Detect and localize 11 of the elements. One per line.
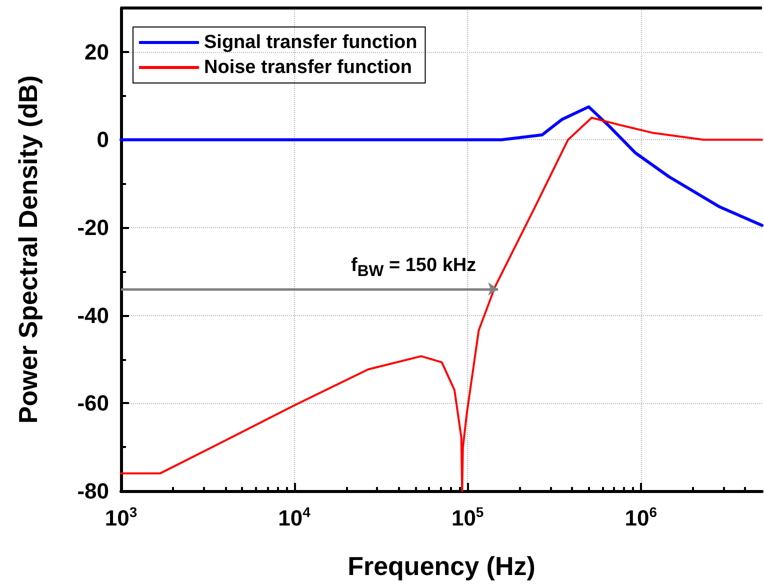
legend-label: Noise transfer function <box>204 57 412 78</box>
y-tick-label: -80 <box>77 478 109 504</box>
y-tick-label: -40 <box>77 302 109 328</box>
y-tick-label: 0 <box>96 127 109 152</box>
y-tick-label: -60 <box>77 390 109 416</box>
y-axis-title: Power Spectral Density (dB) <box>13 75 43 424</box>
x-axis-title: Frequency (Hz) <box>348 551 536 581</box>
legend-label: Signal transfer function <box>204 32 418 53</box>
annotation: f$_{BW}$ = 150 kHz <box>350 255 476 281</box>
y-tick-label: 20 <box>84 39 109 64</box>
y-tick-label: -20 <box>77 215 109 240</box>
